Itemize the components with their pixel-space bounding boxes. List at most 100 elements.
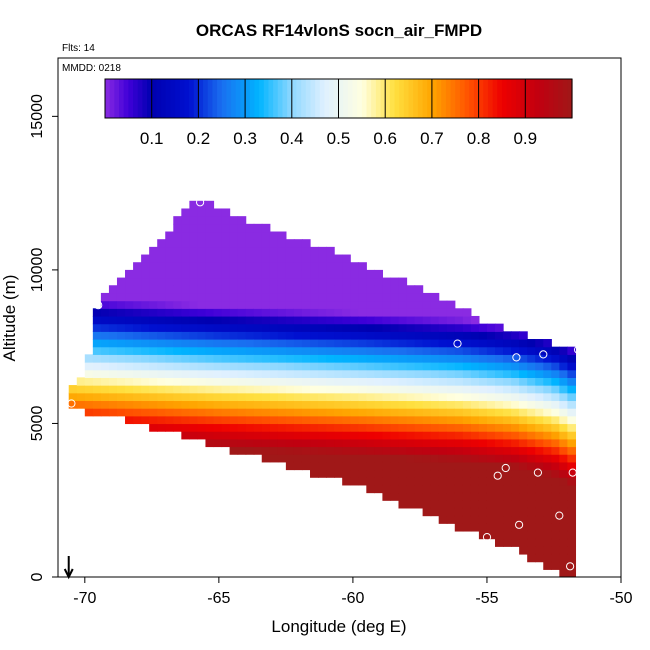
down-arrow-icon xyxy=(63,556,74,580)
heatmap-cell xyxy=(430,315,440,325)
colorbar-cell xyxy=(352,79,358,118)
heatmap-cell xyxy=(277,408,287,417)
heatmap-cell xyxy=(253,369,263,378)
heatmap-cell xyxy=(205,200,215,210)
heatmap-cell xyxy=(358,461,367,471)
heatmap-cell xyxy=(173,216,182,225)
heatmap-cell xyxy=(253,231,263,240)
heatmap-cell xyxy=(406,385,416,394)
heatmap-cell xyxy=(149,331,158,340)
heatmap-cell xyxy=(165,239,174,248)
heatmap-cell xyxy=(358,415,367,425)
heatmap-cell xyxy=(213,239,223,248)
heatmap-cell xyxy=(414,385,424,394)
heatmap-cell xyxy=(285,377,295,386)
heatmap-cell xyxy=(285,431,295,440)
heatmap-cell xyxy=(559,523,568,532)
heatmap-cell xyxy=(559,346,568,355)
heatmap-cell xyxy=(310,377,319,386)
heatmap-cell xyxy=(141,377,150,386)
heatmap-cell xyxy=(213,292,223,302)
heatmap-cell xyxy=(133,331,142,340)
heatmap-cell xyxy=(535,530,544,540)
heatmap-cell xyxy=(567,569,577,577)
heatmap-cell xyxy=(470,500,480,509)
heatmap-cell xyxy=(358,392,367,402)
heatmap-cell xyxy=(229,385,239,394)
heatmap-cell xyxy=(285,262,295,271)
heatmap-cell xyxy=(229,377,239,386)
heatmap-cell xyxy=(430,362,440,371)
heatmap-cell xyxy=(519,354,528,363)
heatmap-cell xyxy=(446,323,456,332)
heatmap-cell xyxy=(92,308,102,317)
heatmap-cell xyxy=(374,292,383,302)
heatmap-cell xyxy=(366,331,375,340)
heatmap-cell xyxy=(125,292,134,302)
heatmap-cell xyxy=(197,431,207,440)
heatmap-cell xyxy=(503,477,512,486)
heatmap-cell xyxy=(141,392,150,402)
heatmap-cell xyxy=(382,446,392,455)
heatmap-cell xyxy=(503,339,512,348)
heatmap-cell xyxy=(245,339,255,348)
heatmap-cell xyxy=(141,323,150,332)
heatmap-cell xyxy=(181,385,190,394)
heatmap-cell xyxy=(358,469,367,478)
heatmap-cell xyxy=(149,315,158,325)
heatmap-cell xyxy=(551,461,560,471)
heatmap-cell xyxy=(390,369,400,378)
heatmap-cell xyxy=(253,423,263,432)
heatmap-cell xyxy=(567,477,577,486)
heatmap-cell xyxy=(495,530,504,540)
heatmap-cell xyxy=(350,377,359,386)
heatmap-cell xyxy=(310,308,319,317)
heatmap-cell xyxy=(213,231,223,240)
heatmap-cell xyxy=(84,392,94,402)
heatmap-cell xyxy=(253,254,263,263)
heatmap-cell xyxy=(318,300,327,309)
heatmap-cell xyxy=(567,538,577,547)
heatmap-cell xyxy=(189,285,199,294)
heatmap-cell xyxy=(133,269,142,279)
heatmap-cell xyxy=(157,239,166,248)
heatmap-cell xyxy=(326,269,335,279)
heatmap-cell xyxy=(189,392,199,402)
colorbar-cell xyxy=(422,79,428,118)
heatmap-cell xyxy=(261,446,271,455)
heatmap-cell xyxy=(181,269,190,279)
heatmap-cell xyxy=(245,385,255,394)
heatmap-cell xyxy=(205,362,215,371)
heatmap-cell xyxy=(567,500,577,509)
heatmap-cell xyxy=(269,346,279,355)
heatmap-cell xyxy=(535,438,544,448)
heatmap-cell xyxy=(551,500,560,509)
heatmap-cell xyxy=(253,277,263,286)
heatmap-cell xyxy=(277,254,287,263)
heatmap-cell xyxy=(141,262,150,271)
heatmap-cell xyxy=(149,415,158,425)
x-axis: -70 -65 -60 -55 -50 xyxy=(73,577,633,607)
heatmap-cell xyxy=(277,323,287,332)
heatmap-cell xyxy=(422,408,432,417)
heatmap-cell xyxy=(301,431,311,440)
heatmap-cell xyxy=(551,423,560,432)
heatmap-cell xyxy=(261,262,271,271)
heatmap-cell xyxy=(374,300,383,309)
heatmap-cell xyxy=(535,346,544,355)
heatmap-cell xyxy=(374,339,383,348)
heatmap-cell xyxy=(342,362,351,371)
heatmap-cell xyxy=(116,377,126,386)
heatmap-cell xyxy=(318,323,327,332)
heatmap-cell xyxy=(398,477,408,486)
heatmap-cell xyxy=(446,484,456,494)
heatmap-cell xyxy=(350,323,359,332)
heatmap-cell xyxy=(454,369,464,378)
heatmap-cell xyxy=(125,385,134,394)
heatmap-cell xyxy=(100,323,110,332)
heatmap-cell xyxy=(478,400,488,409)
heatmap-cell xyxy=(189,292,199,302)
heatmap-cell xyxy=(125,377,134,386)
heatmap-cell xyxy=(221,308,231,317)
heatmap-cell xyxy=(125,408,134,417)
